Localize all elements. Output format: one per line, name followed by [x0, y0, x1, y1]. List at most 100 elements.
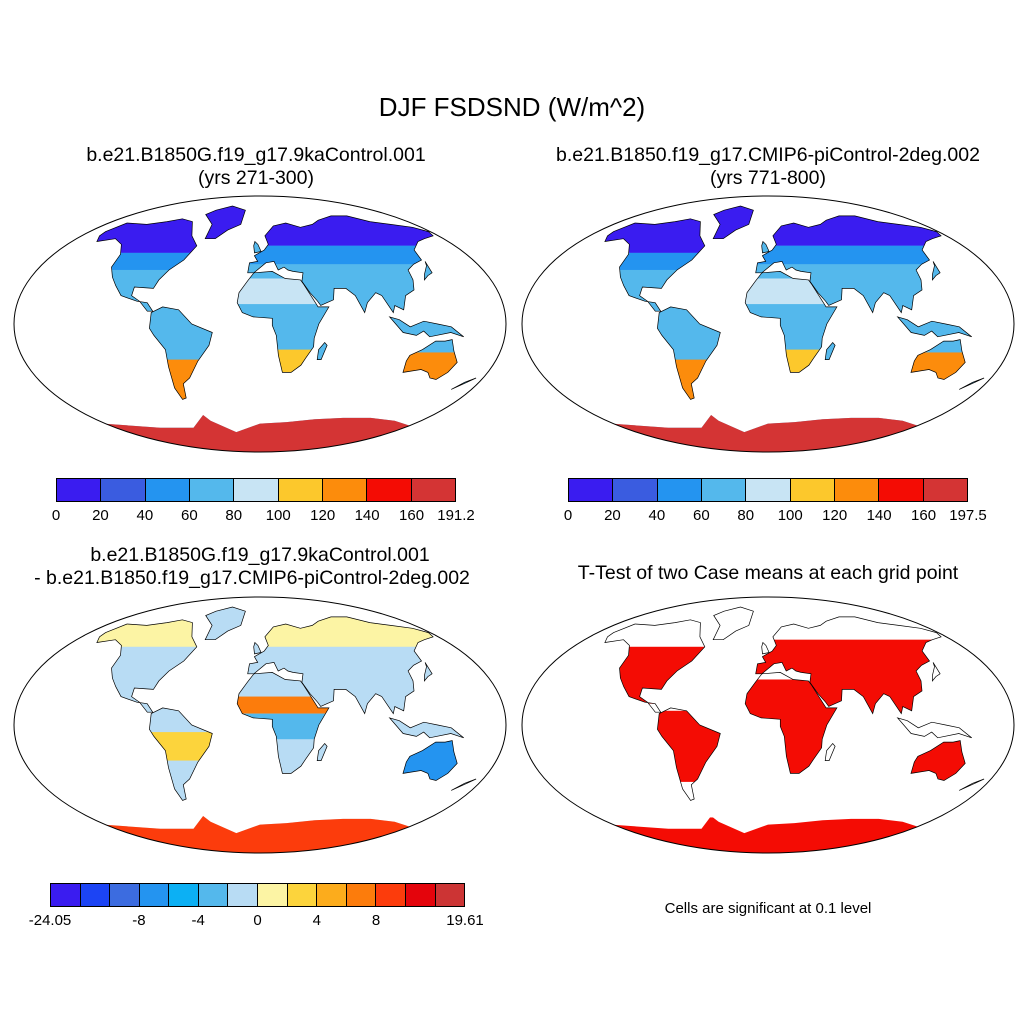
land-greenland	[205, 607, 246, 640]
colorbar-tick-label: 100	[777, 507, 803, 524]
land-uk	[761, 241, 770, 253]
land-indonesia	[897, 316, 972, 337]
colorbar-swatch	[198, 884, 229, 906]
colorbar-swatch	[879, 479, 924, 501]
colorbar-swatch	[110, 884, 140, 906]
colorbar-tick-label: 0	[253, 912, 262, 929]
map-panel-top-right	[521, 195, 1015, 453]
panel-title-line1: b.e21.B1850G.f19_g17.9kaControl.001	[86, 144, 426, 166]
panel-title-line2: (yrs 771-800)	[710, 167, 826, 189]
shading-band	[237, 696, 329, 714]
coastline-nz	[959, 377, 985, 390]
shading-band	[403, 352, 458, 380]
colorbar-swatch	[346, 884, 377, 906]
colorbar-swatch	[189, 479, 235, 501]
colorbar-swatch	[834, 479, 880, 501]
coastline-indonesia	[388, 717, 464, 739]
map-outline	[13, 195, 507, 453]
colorbar-tick-label: 80	[737, 507, 755, 524]
land-madagascar	[317, 743, 328, 761]
coastline-uk	[761, 240, 770, 254]
colorbar-tick-label: 60	[180, 507, 198, 524]
map-outline	[521, 195, 1015, 453]
panel-title-line1: b.e21.B1850G.f19_g17.9kaControl.001	[90, 544, 430, 566]
map-outline	[13, 596, 507, 854]
coastline-greenland	[204, 205, 246, 240]
coastline-madagascar	[824, 742, 836, 761]
coastline-africa	[744, 271, 838, 373]
land-japan	[424, 662, 433, 681]
coastline-uk	[253, 641, 262, 655]
shading-band	[755, 215, 942, 246]
coastline-australia	[910, 339, 966, 380]
coastline-indonesia	[388, 316, 464, 338]
colorbar-top-left	[56, 478, 456, 502]
coastline-southAmerica	[657, 707, 721, 801]
shading-band	[611, 415, 920, 452]
colorbar-swatch	[228, 884, 259, 906]
colorbar-swatch	[613, 479, 658, 501]
coastline-japan	[932, 261, 941, 281]
land-uk	[253, 241, 262, 253]
shading-band	[745, 278, 837, 305]
map-panel-top-left	[13, 195, 507, 453]
coastline-northAmerica	[96, 218, 198, 312]
shading-band	[755, 245, 942, 265]
coastline-nz	[959, 778, 985, 791]
shading-band	[103, 816, 412, 853]
land-indonesia	[389, 316, 464, 337]
colorbar-labels-top-right: 0 20 40 60 80 100 120 140 160 197.5	[564, 507, 987, 527]
shading-band	[247, 245, 434, 265]
coastline-northAmerica	[96, 619, 198, 713]
coastline-africa	[236, 271, 330, 373]
colorbar-tick-label: 19.61	[446, 912, 484, 929]
shading-band	[205, 206, 246, 239]
coastline-northAmerica	[604, 619, 706, 713]
colorbar-swatch	[80, 884, 111, 906]
coastline-japan	[932, 662, 941, 682]
colorbar-top-right	[568, 478, 968, 502]
colorbar-tick-label: 20	[92, 507, 109, 524]
colorbar-tick-label: 60	[692, 507, 710, 524]
colorbar-swatch	[51, 884, 81, 906]
colorbar-tick-label: 140	[866, 507, 892, 524]
coastline-northAmerica	[604, 218, 706, 312]
coastline-uk	[761, 641, 770, 655]
colorbar-tick-label: 4	[312, 912, 321, 929]
colorbar-tick-label: 0	[563, 507, 573, 524]
figure-title: DJF FSDSND (W/m^2)	[378, 92, 646, 122]
panel-title-top-left: b.e21.B1850G.f19_g17.9kaControl.001 (yrs…	[0, 144, 512, 190]
colorbar-swatch	[287, 884, 318, 906]
land-japan	[424, 261, 433, 280]
colorbar-tick-label: -8	[132, 912, 146, 929]
land-uk	[253, 642, 262, 654]
coastline-australia	[402, 339, 458, 380]
colorbar-swatch	[145, 479, 190, 501]
map-outline	[521, 596, 1015, 854]
panel-title-bottom-right: T-Test of two Case means at each grid po…	[577, 562, 959, 584]
colorbar-swatch	[317, 884, 347, 906]
coastline-africa	[236, 672, 330, 774]
land-japan	[932, 261, 941, 280]
colorbar-tick-label: 160	[911, 507, 937, 524]
coastline-nz	[451, 377, 477, 390]
colorbar-tick-label: 20	[604, 507, 621, 524]
colorbar-labels-bottom-left: -24.05 -8 -4 0 4 8 19.61	[29, 912, 484, 932]
land-greenland	[713, 607, 754, 640]
coastline-indonesia	[896, 717, 972, 739]
colorbar-swatch	[405, 884, 436, 906]
coastline-greenland	[712, 606, 754, 641]
colorbar-swatch	[322, 479, 368, 501]
coastline-japan	[424, 662, 433, 682]
land-japan	[932, 662, 941, 681]
shading-band	[96, 619, 197, 647]
colorbar-swatch	[258, 884, 288, 906]
shading-band	[604, 252, 705, 270]
colorbar-tick-label: 140	[354, 507, 380, 524]
colorbar-tick-label: 8	[371, 912, 381, 929]
colorbar-swatch	[923, 479, 967, 501]
colorbar-tick-label: -4	[191, 912, 205, 929]
colorbar-tick-label: 197.5	[949, 507, 987, 524]
colorbar-tick-label: 160	[399, 507, 425, 524]
shading-band	[713, 206, 754, 239]
